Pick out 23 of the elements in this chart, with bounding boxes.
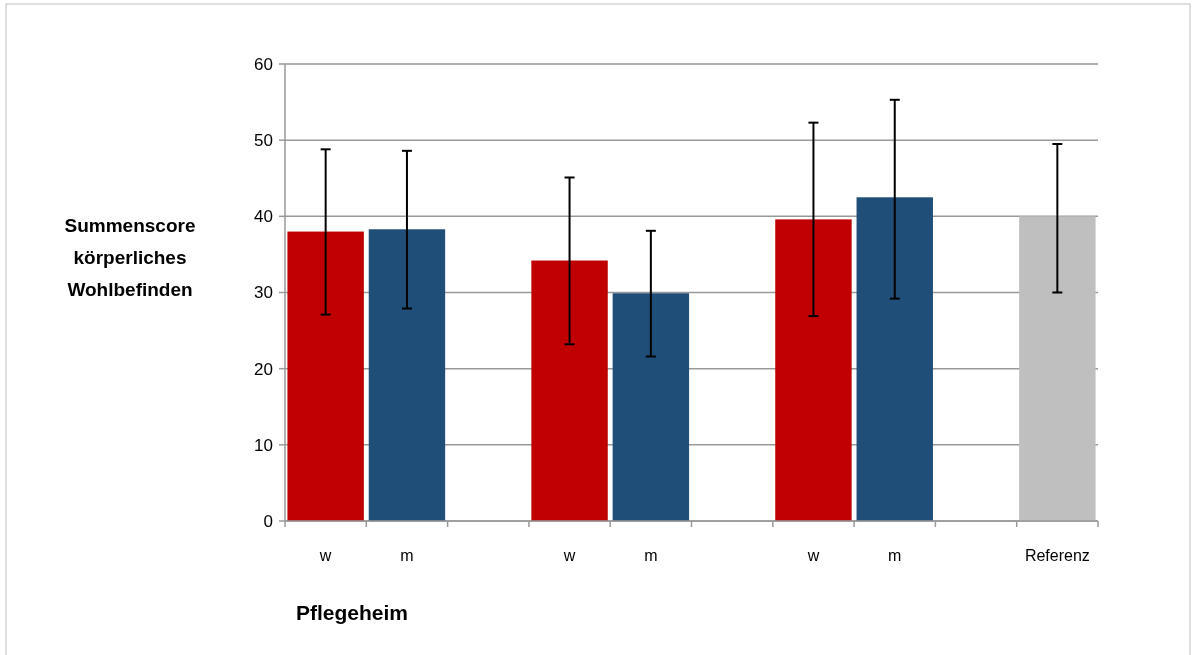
y-tick-label: 30 (254, 283, 273, 303)
x-tick-label: w (806, 547, 820, 564)
bar (531, 260, 608, 521)
bar (612, 293, 690, 521)
y-axis-title: Summenscore körperliches Wohlbefinden (64, 215, 196, 300)
y-tick-label: 20 (254, 359, 273, 379)
y-tick-label: 10 (254, 435, 273, 455)
x-tick-label: w (318, 547, 332, 564)
bar (368, 229, 446, 521)
x-axis-title: Pflegeheim (296, 601, 409, 624)
bar (287, 231, 364, 521)
x-tick-label: m (644, 547, 658, 564)
x-tick-label: m (400, 547, 414, 564)
y-tick-label: 40 (254, 207, 273, 227)
x-tick-label: m (888, 547, 902, 564)
bar (1019, 216, 1096, 521)
x-tick-label: w (562, 547, 576, 564)
y-tick-label: 60 (254, 54, 273, 74)
x-tick-label: Referenz (1024, 547, 1090, 564)
y-tick-label: 0 (263, 511, 273, 531)
y-tick-label: 50 (254, 131, 273, 151)
bar (775, 219, 852, 521)
bar (856, 197, 933, 521)
